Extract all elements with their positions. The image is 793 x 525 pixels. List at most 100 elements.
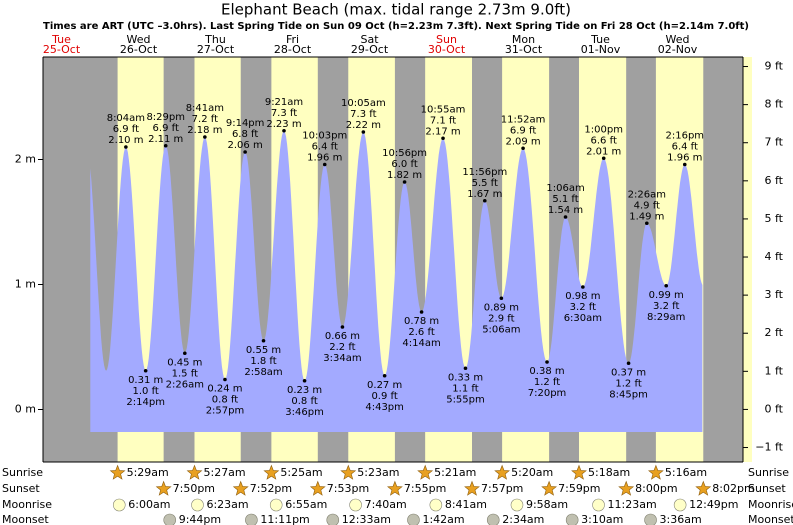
y2-tick-label: 3 ft: [765, 288, 784, 301]
tide-point: [601, 156, 606, 161]
tide-label: 2.2 ft: [329, 342, 355, 353]
sunrise-time: 5:18am: [588, 466, 630, 479]
tide-label: 0.55 m: [246, 345, 281, 356]
sunrise-icon: [494, 464, 510, 480]
tide-label: 2.01 m: [586, 146, 621, 157]
tide-label: 7:20pm: [528, 388, 567, 399]
moonset-icon: [644, 513, 657, 525]
moonrise-icon: [349, 498, 362, 512]
tide-label: 1:06am: [546, 183, 584, 194]
tide-point: [521, 146, 525, 151]
tide-label: 1.49 m: [629, 211, 664, 222]
day-name: Tue: [590, 33, 610, 46]
tide-label: 5.1 ft: [552, 194, 578, 205]
row-label: Moonset: [748, 513, 793, 525]
tide-label: 2.9 ft: [488, 313, 514, 324]
moonset-time: 1:42am: [422, 513, 464, 525]
tide-curve: [90, 130, 703, 432]
y-tick-label: 1 m: [15, 278, 36, 291]
tide-label: 2.23 m: [266, 119, 301, 130]
sunset-time: 8:00pm: [635, 482, 677, 495]
tide-point: [361, 130, 366, 134]
tide-label: 1.2 ft: [534, 377, 560, 388]
right-daylight-strip: [743, 57, 752, 462]
moonset-icon: [486, 513, 500, 525]
tide-point: [124, 145, 128, 149]
y2-tick-label: 1 ft: [765, 364, 784, 377]
moonrise-icon: [592, 498, 605, 512]
tide-label: 1.2 ft: [615, 378, 641, 389]
day-name: Tue: [51, 33, 71, 46]
tide-label: 0.8 ft: [212, 395, 238, 406]
sunrise-time: 5:27am: [203, 466, 245, 479]
tide-point: [183, 351, 187, 356]
moonrise-time: 7:40am: [365, 498, 407, 511]
tide-point: [163, 143, 168, 148]
tide-label: 0.66 m: [325, 331, 360, 342]
y2-tick-label: 0 ft: [765, 402, 784, 415]
sunrise-icon: [571, 464, 587, 480]
tide-label: 0.89 m: [484, 302, 519, 313]
tide-point: [322, 162, 327, 167]
tide-label: 5.5 ft: [472, 178, 498, 189]
tide-label: 7.3 ft: [271, 108, 297, 119]
day-name: Wed: [666, 33, 690, 46]
tide-label: 10:56pm: [382, 148, 427, 159]
moonrise-icon: [269, 498, 283, 512]
tide-label: 8:04am: [107, 113, 145, 124]
tide-label: 8:29am: [647, 312, 685, 323]
tide-label: 2.11 m: [148, 134, 183, 145]
sunset-time: 7:57pm: [481, 482, 523, 495]
tide-label: 0.24 m: [207, 384, 242, 395]
row-label: Sunset: [748, 482, 786, 495]
moonset-time: 3:10am: [581, 513, 623, 525]
moonrise-time: 6:00am: [128, 498, 170, 511]
tide-label: 2.06 m: [228, 140, 263, 151]
tide-point: [402, 180, 407, 184]
sunset-time: 7:50pm: [173, 482, 215, 495]
y2-tick-label: 5 ft: [765, 212, 784, 225]
tide-label: 2:26am: [628, 189, 666, 200]
tide-label: 6.9 ft: [510, 125, 536, 136]
tide-point: [340, 325, 345, 329]
sunset-time: 7:59pm: [558, 482, 600, 495]
moonset-time: 2:34am: [502, 513, 544, 525]
tide-label: 1.0 ft: [132, 386, 158, 397]
moonset-icon: [245, 513, 258, 525]
sunrise-icon: [417, 464, 434, 480]
sunset-icon: [232, 480, 249, 496]
y2-tick-label: 2 ft: [765, 326, 784, 339]
tide-label: 2.18 m: [187, 125, 222, 136]
moonset-time: 3:36am: [660, 513, 702, 525]
y2-tick-label: 7 ft: [765, 136, 784, 149]
sunrise-icon: [340, 464, 357, 480]
day-name: Sun: [436, 33, 457, 46]
tide-label: 0.8 ft: [291, 396, 317, 407]
tide-point: [626, 361, 631, 366]
tide-label: 0.23 m: [287, 385, 322, 396]
tide-point: [203, 135, 207, 139]
moonrise-icon: [191, 498, 204, 512]
tide-point: [441, 136, 445, 141]
tide-point: [382, 373, 387, 378]
sunset-icon: [695, 480, 712, 496]
moonset-icon: [326, 513, 340, 525]
tide-point: [664, 283, 669, 288]
sunset-time: 7:55pm: [404, 482, 446, 495]
tide-label: 3.2 ft: [653, 301, 679, 312]
tide-label: 6.9 ft: [113, 124, 139, 135]
tide-label: 10:55am: [421, 104, 466, 115]
tide-label: 2.6 ft: [408, 327, 434, 338]
day-name: Thu: [204, 33, 226, 46]
day-date: 25-Oct: [43, 43, 81, 56]
tide-label: 0.37 m: [611, 367, 646, 378]
sunrise-icon: [263, 464, 280, 480]
row-label: Moonset: [2, 513, 49, 525]
tide-point: [645, 221, 649, 226]
y2-tick-label: 9 ft: [765, 60, 784, 73]
tide-label: 1.82 m: [387, 170, 422, 181]
tide-point: [243, 150, 247, 154]
tide-label: 2:16pm: [665, 131, 704, 142]
moonrise-time: 12:49pm: [689, 498, 738, 511]
tide-label: 0.99 m: [649, 290, 684, 301]
